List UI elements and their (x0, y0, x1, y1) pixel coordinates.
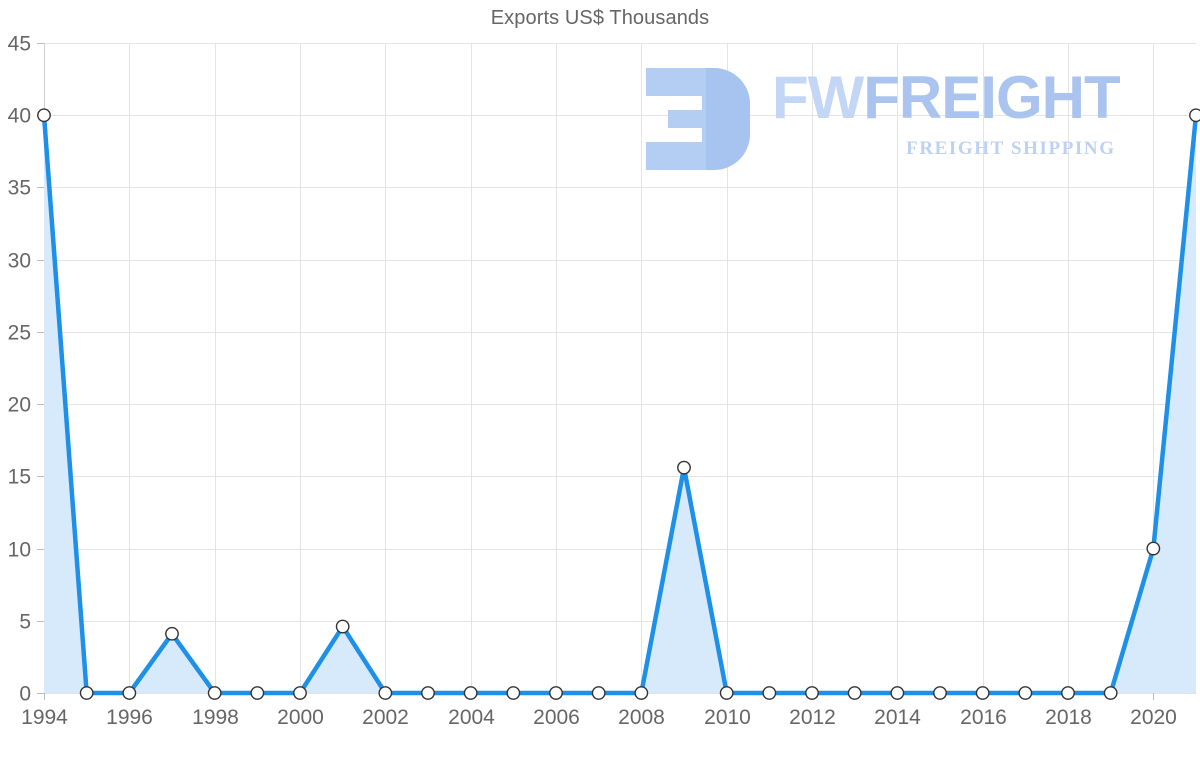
data-point-marker (847, 686, 862, 700)
x-axis-tick-label: 1994 (21, 706, 68, 729)
data-point-marker (805, 686, 819, 700)
x-axis-tick-label: 2020 (1130, 706, 1177, 729)
data-point-marker (37, 108, 51, 123)
data-point-marker (890, 686, 905, 700)
data-point-marker (1103, 686, 1118, 700)
x-axis-tick-label: 2006 (533, 706, 580, 729)
data-point-marker (122, 686, 137, 700)
data-point-marker (335, 619, 350, 634)
data-point-marker (634, 686, 649, 700)
x-axis-tick-label: 2014 (874, 706, 921, 729)
y-axis-tick-label: 35 (8, 177, 31, 200)
x-axis-tick-label: 2004 (448, 706, 495, 729)
y-axis-tick-label: 0 (19, 683, 31, 706)
data-point-marker (1018, 686, 1033, 700)
data-point-marker (165, 626, 179, 641)
data-point-marker (1061, 686, 1075, 700)
data-point-marker (933, 686, 947, 700)
x-axis-labels: 1994 1996 1998 2000 2002 2004 2006 2008 2010 2012… (21, 706, 1177, 729)
data-point-marker (506, 686, 521, 700)
data-point-marker (378, 686, 393, 700)
x-axis-tick-label: 2016 (960, 706, 1007, 729)
x-axis-tick-label: 2002 (362, 706, 409, 729)
data-point-marker (591, 686, 606, 700)
x-axis-tick-label: 1996 (106, 706, 153, 729)
data-point-marker (250, 686, 265, 700)
x-axis-tick-label: 1998 (192, 706, 239, 729)
data-point-marker (207, 686, 222, 700)
chart-title: Exports US$ Thousands (490, 7, 710, 29)
x-axis-tick-label: 2018 (1045, 706, 1092, 729)
y-axis-tick-label: 45 (8, 33, 31, 56)
y-axis-tick-label: 15 (8, 466, 31, 489)
y-axis-tick-label: 30 (8, 250, 31, 273)
data-point-marker (1146, 541, 1161, 556)
data-point-marker (79, 686, 94, 700)
data-point-marker (762, 686, 777, 700)
x-axis-tick-label: 2000 (277, 706, 324, 729)
data-point-marker (719, 686, 734, 700)
gridlines (44, 43, 1196, 694)
data-point-marker (549, 686, 563, 700)
data-point-marker (975, 686, 990, 700)
series-line (41, 112, 1199, 696)
x-axis-tick-label: 2010 (704, 706, 751, 729)
data-point-marker (293, 686, 307, 700)
data-point-marker (1189, 108, 1200, 123)
y-axis-tick-label: 10 (8, 539, 31, 562)
y-axis-tick-label: 25 (8, 322, 31, 345)
data-point-marker (463, 686, 478, 700)
y-axis-tick-label: 20 (8, 394, 31, 417)
y-axis-tick-label: 5 (19, 611, 31, 634)
data-point-marker (677, 460, 691, 475)
data-point-marker (421, 686, 435, 700)
y-axis-labels: 0 5 10 15 20 25 30 35 40 45 (8, 33, 31, 706)
x-axis-tick-label: 2012 (789, 706, 836, 729)
x-axis-tick-label: 2008 (618, 706, 665, 729)
tickmarks (37, 43, 1154, 700)
series-markers (37, 108, 1200, 700)
y-axis-tick-label: 40 (8, 105, 31, 128)
